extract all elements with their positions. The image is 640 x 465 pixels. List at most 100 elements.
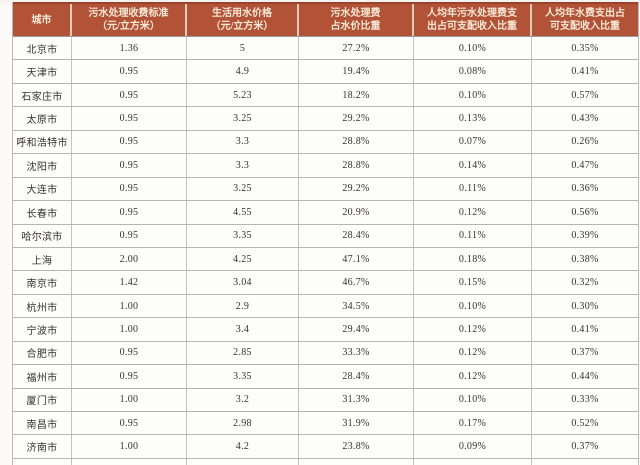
table-cell: 长春市: [13, 201, 72, 224]
table-cell: 0.11%: [414, 224, 532, 247]
table-cell: 0.11%: [414, 177, 532, 201]
table-cell: 0.41%: [571, 323, 599, 335]
table-cell: 0.10%: [414, 83, 532, 107]
table-cell: 0.12%: [414, 341, 532, 365]
table-cell: [414, 458, 532, 465]
table-cell: 0.95: [72, 107, 187, 130]
table-row: 上海 2.00 4.25 47.1% 0.18% 0.38%: [13, 247, 638, 272]
table-cell: 0.26%: [571, 136, 599, 148]
table-cell: 宁波市: [13, 318, 72, 341]
table-cell: 3.25: [187, 107, 299, 130]
table-row: 天津市 0.95 4.9 19.4% 0.08% 0.41%: [13, 60, 638, 84]
table-cell: 4.25: [187, 247, 299, 271]
table-cell: 3.25: [187, 177, 299, 201]
header-cell-sewage-fee-standard: 污水处理收费标准 （元/立方米）: [72, 4, 187, 36]
table-cell: 4.2: [187, 435, 299, 458]
table-cell: 厦门市: [13, 388, 72, 411]
table-cell: 0.95: [72, 177, 187, 201]
table-cell: 0.08%: [414, 60, 532, 83]
water-fee-table: 城市 污水处理收费标准 （元/立方米） 生活用水价格 （元/立方米） 污水处理费…: [12, 2, 639, 465]
table-cell: 29.4%: [299, 318, 414, 341]
table-row: 哈尔滨市 0.95 3.35 28.4% 0.11% 0.39%: [13, 224, 638, 248]
table-cell: 20.9%: [299, 201, 414, 224]
table-cell: 29.2%: [299, 177, 414, 201]
table-cell: 18.2%: [299, 83, 414, 107]
table-cell: 28.4%: [299, 365, 414, 388]
table-row: 宁波市 1.00 3.4 29.4% 0.12% 0.41%: [13, 318, 638, 342]
table-cell: 0.17%: [414, 412, 532, 435]
table-cell: 0.07%: [414, 130, 532, 154]
table-cell: 0.95: [72, 83, 187, 107]
table-cell: 0.09%: [414, 435, 532, 458]
header-cell-water-price: 生活用水价格 （元/立方米）: [187, 4, 299, 36]
table-row: 呼和浩特市 0.95 3.3 28.8% 0.07% 0.26%: [13, 130, 638, 155]
table-cell: 呼和浩特市: [13, 130, 72, 154]
table-cell: 哈尔滨市: [13, 224, 72, 247]
table-cell: 0.52%: [571, 417, 599, 429]
table-cell: 31.9%: [299, 412, 414, 435]
table-cell: 0.41%: [571, 66, 599, 78]
table-cell: 0.15%: [414, 271, 532, 294]
table-cell: 0.37%: [571, 441, 599, 453]
table-row: 济南市 1.00 4.2 23.8% 0.09% 0.37%: [13, 435, 638, 459]
table-cell: 2.98: [187, 412, 299, 435]
table-cell: 0.18%: [414, 247, 532, 271]
table-cell: 0.39%: [571, 230, 599, 242]
table-cell: 0.36%: [571, 183, 599, 195]
table-cell: 0.95: [72, 60, 187, 83]
table-cell: 5.23: [187, 83, 299, 107]
table-cell: 0.33%: [571, 394, 599, 406]
table-row: 厦门市 1.00 3.2 31.3% 0.10% 0.33%: [13, 388, 638, 412]
table-row: 沈阳市 0.95 3.3 28.8% 0.14% 0.47%: [13, 154, 638, 178]
table-cell: 上海: [13, 247, 72, 271]
table-cell: 28.4%: [299, 224, 414, 247]
table-cell: 0.95: [72, 365, 187, 388]
table-cell: 北京市: [13, 37, 72, 60]
table-cell: 0.10%: [414, 388, 532, 411]
table-cell: [13, 458, 72, 465]
table-cell: 1.36: [72, 37, 187, 60]
table-cell: 沈阳市: [13, 154, 72, 177]
table-cell: 0.95: [72, 130, 187, 154]
table-row: 太原市 0.95 3.25 29.2% 0.13% 0.43%: [13, 107, 638, 131]
table-cell: 大连市: [13, 177, 72, 201]
table-cell: 0.35%: [571, 42, 599, 54]
table-cell: 46.7%: [299, 271, 414, 294]
table-cell: 0.95: [72, 201, 187, 224]
table-cell: 0.44%: [571, 370, 599, 382]
table-cell: 0.95: [72, 224, 187, 247]
table-cell: 0.12%: [414, 318, 532, 341]
table-cell: 0.14%: [414, 154, 532, 177]
table-header-row: 城市 污水处理收费标准 （元/立方米） 生活用水价格 （元/立方米） 污水处理费…: [13, 2, 638, 37]
table-cell: 1.00: [72, 294, 187, 318]
table-cell: [299, 458, 414, 465]
table-cell: 0.47%: [571, 159, 599, 171]
table-cell: 4.9: [187, 60, 299, 83]
table-cell: 0.13%: [414, 107, 532, 130]
header-cell-water-expense-income-ratio: 人均年水费支出占 可支配收入比重: [545, 8, 625, 32]
table-cell: 南昌市: [13, 412, 72, 435]
table-cell: 2.85: [187, 341, 299, 365]
table-cell: 济南市: [13, 435, 72, 458]
table-cell: 0.37%: [571, 347, 599, 359]
table-cell: 28.8%: [299, 130, 414, 154]
header-cell-sewage-expense-income-ratio: 人均年污水处理费支 出占可支配收入比重: [414, 4, 532, 36]
table-row: 合肥市 0.95 2.85 33.3% 0.12% 0.37%: [13, 341, 638, 366]
table-row: 长春市 0.95 4.55 20.9% 0.12% 0.56%: [13, 201, 638, 225]
table-cell: 33.3%: [299, 341, 414, 365]
table-cell: 4.55: [187, 201, 299, 224]
table-cell: 石家庄市: [13, 83, 72, 107]
table-row: 福州市 0.95 3.35 28.4% 0.12% 0.44%: [13, 365, 638, 389]
table-cell: 0.12%: [414, 201, 532, 224]
table-cell: 2.00: [72, 247, 187, 271]
table-cell: 福州市: [13, 365, 72, 388]
table-cell: 3.35: [187, 224, 299, 247]
table-cell: [532, 459, 638, 465]
table-cell: 1.00: [72, 388, 187, 411]
table-cell: 0.38%: [571, 253, 599, 265]
table-cell: 29.2%: [299, 107, 414, 130]
table-row: 南京市 1.42 3.04 46.7% 0.15% 0.32%: [13, 271, 638, 295]
table-cell: 0.56%: [571, 206, 599, 218]
table-cell: [72, 458, 187, 465]
